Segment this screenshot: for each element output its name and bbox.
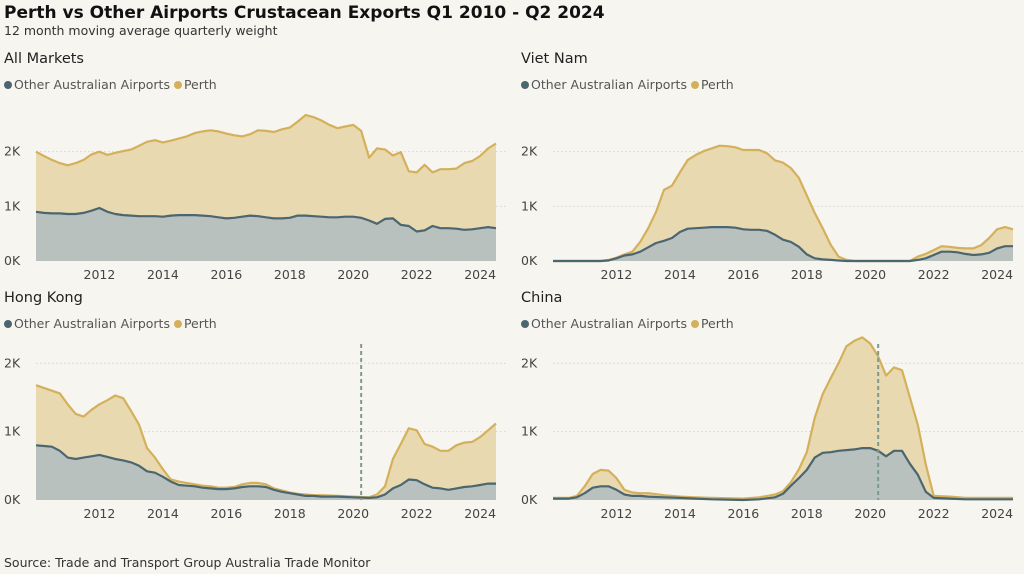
chart-subtitle: 12 month moving average quarterly weight [4,23,278,38]
panel-title: China [521,290,563,306]
x-tick-label: 2018 [274,506,306,521]
x-tick-label: 2014 [664,506,696,521]
legend: Other Australian Airports Perth [521,316,738,331]
legend-label-perth: Perth [183,316,217,331]
legend-item-perth: Perth [690,77,734,92]
y-tick-label: 1K [521,424,538,439]
perth-area [553,145,1013,261]
perth-line [35,113,497,174]
y-tick-label: 1K [4,424,21,439]
legend-dot-perth [173,320,182,328]
y-tick-label: 0K [521,492,538,507]
other-airports-area [36,445,496,500]
other-airports-line [553,447,1013,502]
legend-label-other: Other Australian Airports [14,77,170,92]
legend-item-other: Other Australian Airports [4,77,170,92]
legend-dot-perth [690,81,699,89]
x-tick-label: 2018 [791,506,823,521]
y-tick-label: 2K [521,144,538,159]
panel-hong-kong: Hong Kong Other Australian Airports Perth… [4,290,516,530]
area-chart: 0K 1K 2K 2012 2014 2016 2018 2020 2022 2024 [521,336,1023,521]
x-tick-label: 2024 [464,267,496,282]
legend-item-perth: Perth [690,316,734,331]
other-airports-line [553,226,1013,263]
area-chart: 0K 1K 2K 2012 2014 2016 2018 2020 2022 2024 [4,113,506,282]
legend-dot-other [521,320,529,328]
x-tick-label: 2014 [147,267,179,282]
legend-label-other: Other Australian Airports [531,77,687,92]
panel-all-markets: All Markets Other Australian Airports Per… [4,51,516,291]
legend-dot-perth [690,320,699,328]
x-tick-label: 2024 [981,267,1013,282]
x-tick-label: 2022 [401,267,433,282]
perth-area [553,337,1013,500]
x-tick-label: 2022 [401,506,433,521]
perth-line [553,144,1014,263]
x-tick-label: 2016 [210,506,242,521]
legend-item-other: Other Australian Airports [521,77,687,92]
perth-line [553,336,1013,500]
other-airports-line [35,444,496,499]
x-tick-label: 2016 [727,267,759,282]
x-tick-label: 2024 [981,506,1013,521]
legend-label-perth: Perth [700,316,734,331]
y-tick-label: 1K [4,198,21,213]
legend-label-other: Other Australian Airports [531,316,687,331]
y-tick-label: 2K [4,144,21,159]
x-tick-label: 2016 [727,506,759,521]
x-tick-label: 2012 [601,506,633,521]
legend-dot-perth [173,81,182,89]
y-tick-label: 2K [521,355,538,370]
legend: Other Australian Airports Perth [4,316,221,331]
panel-china: China Other Australian Airports Perth 0K 1… [521,290,1024,530]
x-tick-label: 2018 [274,267,306,282]
other-airports-area [553,448,1013,500]
legend-label-perth: Perth [183,77,217,92]
panel-title: Hong Kong [4,290,83,306]
area-chart: 0K 1K 2K 2012 2014 2016 2018 2020 2022 2024 [521,144,1023,282]
x-tick-label: 2014 [664,267,696,282]
legend-dot-other [521,81,529,89]
legend-item-perth: Perth [173,316,217,331]
other-airports-area [36,208,496,261]
other-airports-line [35,206,497,233]
legend-dot-other [4,81,12,89]
legend-label-other: Other Australian Airports [14,316,170,331]
x-tick-label: 2022 [918,506,950,521]
y-tick-label: 0K [4,253,21,268]
legend-dot-other [4,320,12,328]
x-tick-label: 2020 [854,506,886,521]
legend-item-other: Other Australian Airports [521,316,687,331]
legend-label-perth: Perth [700,77,734,92]
x-tick-label: 2012 [601,267,633,282]
x-tick-label: 2018 [791,267,823,282]
panel-title: Viet Nam [521,51,588,67]
perth-line [35,384,497,499]
panel-viet-nam: Viet Nam Other Australian Airports Perth … [521,51,1024,291]
source-note: Source: Trade and Transport Group Austra… [4,555,371,570]
x-tick-label: 2020 [337,506,369,521]
legend-item-perth: Perth [173,77,217,92]
y-tick-label: 0K [4,492,21,507]
legend-item-other: Other Australian Airports [4,316,170,331]
chart-title: Perth vs Other Airports Crustacean Expor… [4,3,605,23]
y-tick-label: 2K [4,355,21,370]
legend: Other Australian Airports Perth [4,77,221,92]
x-tick-label: 2016 [210,267,242,282]
x-tick-label: 2020 [337,267,369,282]
x-tick-label: 2022 [918,267,950,282]
x-tick-label: 2014 [147,506,179,521]
y-tick-label: 1K [521,198,538,213]
x-tick-label: 2012 [84,267,116,282]
y-tick-label: 0K [521,253,538,268]
area-chart: 0K 1K 2K 2012 2014 2016 2018 2020 2022 2024 [4,344,506,521]
x-tick-label: 2024 [464,506,496,521]
panel-title: All Markets [4,51,84,67]
other-airports-area [553,227,1013,261]
legend: Other Australian Airports Perth [521,77,738,92]
x-tick-label: 2012 [84,506,116,521]
x-tick-label: 2020 [854,267,886,282]
